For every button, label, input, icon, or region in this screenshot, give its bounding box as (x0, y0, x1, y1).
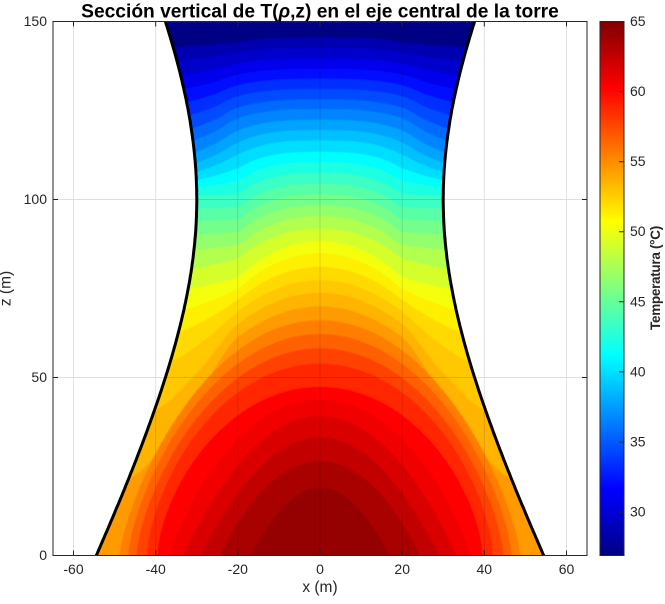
svg-text:65: 65 (630, 13, 646, 29)
svg-text:150: 150 (24, 13, 48, 29)
svg-text:50: 50 (630, 223, 646, 239)
svg-text:x (m): x (m) (302, 579, 337, 596)
svg-text:Temperatura (°C): Temperatura (°C) (648, 226, 663, 330)
svg-text:20: 20 (394, 561, 410, 577)
svg-text:40: 40 (630, 363, 646, 379)
svg-text:35: 35 (630, 434, 646, 450)
svg-text:-20: -20 (228, 561, 248, 577)
svg-text:60: 60 (559, 561, 575, 577)
svg-text:0: 0 (39, 547, 47, 563)
svg-text:40: 40 (477, 561, 493, 577)
svg-text:-40: -40 (146, 561, 166, 577)
svg-text:-60: -60 (63, 561, 83, 577)
svg-text:0: 0 (316, 561, 324, 577)
svg-text:100: 100 (24, 191, 48, 207)
svg-text:50: 50 (31, 369, 47, 385)
svg-text:30: 30 (630, 504, 646, 520)
svg-text:60: 60 (630, 83, 646, 99)
svg-text:Sección vertical de T(ρ,z) en: Sección vertical de T(ρ,z) en el eje cen… (81, 2, 559, 23)
svg-text:z (m): z (m) (0, 271, 15, 306)
svg-text:45: 45 (630, 293, 646, 309)
svg-text:55: 55 (630, 153, 646, 169)
